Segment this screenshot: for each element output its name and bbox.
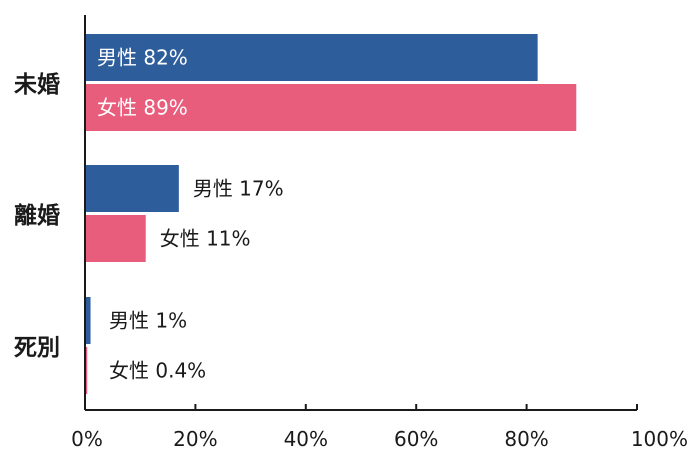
bar-男性-未婚 (85, 34, 538, 81)
bar-男性-死別 (85, 297, 91, 344)
x-tick-label: 20% (173, 427, 217, 451)
bar-女性-未婚 (85, 84, 577, 131)
category-label: 死別 (14, 335, 60, 361)
bar-女性-離婚 (85, 215, 146, 262)
bar-data-label: 女性 89% (97, 96, 188, 120)
bar-data-label: 女性 11% (160, 227, 251, 251)
bar-labels-layer: 男性 82% 女性 89% 男性 17% 女性 11% 男性 1% 女性 0.4% (97, 46, 284, 383)
bar-data-label: 男性 82% (97, 46, 188, 70)
category-label: 離婚 (14, 202, 60, 229)
bar-男性-離婚 (85, 165, 179, 212)
category-label: 未婚 (14, 71, 60, 98)
x-tick-label: 60% (394, 427, 438, 451)
tick-labels-layer: 0% 20% 40% 60% 80% 100% (71, 427, 688, 451)
bar-data-label: 男性 17% (193, 177, 284, 201)
x-tick-label: 80% (504, 427, 548, 451)
x-tick-label: 100% (631, 427, 688, 451)
x-tick-label: 40% (284, 427, 328, 451)
bar-data-label: 女性 0.4% (109, 359, 206, 383)
axes-layer (84, 15, 638, 411)
bar-女性-死別 (85, 347, 88, 394)
bar-data-label: 男性 1% (109, 309, 187, 333)
bars-layer (85, 34, 577, 394)
x-tick-label: 0% (71, 427, 103, 451)
